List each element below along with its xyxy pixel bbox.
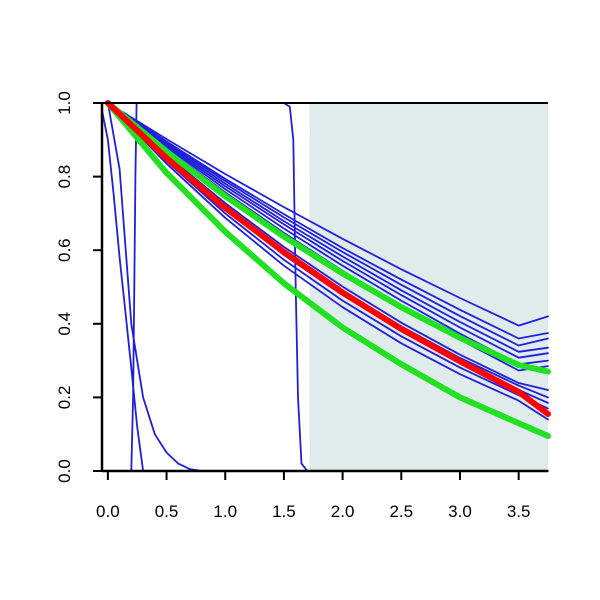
series-line-6-blue xyxy=(107,102,549,347)
x-tick-label: 1.5 xyxy=(272,502,296,521)
x-tick-label: 2.0 xyxy=(331,502,355,521)
series-line-18-red xyxy=(104,100,551,417)
x-tick-label: 3.5 xyxy=(507,502,531,521)
x-tick-label: 1.0 xyxy=(213,502,237,521)
series-line-3-blue xyxy=(130,102,309,472)
series-line-7-blue xyxy=(107,102,549,353)
series-line-15-blue xyxy=(107,102,549,421)
series-line-2-blue xyxy=(101,109,144,472)
y-tick-label: 0.0 xyxy=(55,459,74,483)
x-axis-ticks: 0.0 0.5 1.0 1.5 2.0 2.5 3.0 3.5 xyxy=(96,471,530,521)
y-tick-label: 1.0 xyxy=(55,91,74,115)
x-tick-label: 0.5 xyxy=(155,502,179,521)
y-tick-label: 0.4 xyxy=(55,312,74,336)
x-tick-label: 2.5 xyxy=(389,502,413,521)
x-tick-label: 3.0 xyxy=(448,502,472,521)
series-line-4-blue xyxy=(107,102,549,327)
series-line-16-green xyxy=(104,100,551,375)
series-line-8-blue xyxy=(107,102,549,359)
axes xyxy=(100,102,548,473)
y-axis-ticks: 0.0 0.2 0.4 0.6 0.8 1.0 xyxy=(55,91,102,483)
series-line-5-blue xyxy=(107,102,549,340)
series-line-17-green xyxy=(104,100,551,439)
y-tick-label: 0.2 xyxy=(55,386,74,410)
shaded-region xyxy=(309,103,548,471)
y-tick-label: 0.8 xyxy=(55,165,74,189)
series-lines xyxy=(101,100,551,472)
x-tick-label: 0.0 xyxy=(96,502,120,521)
shaded-area xyxy=(309,103,548,471)
y-tick-label: 0.6 xyxy=(55,238,74,262)
